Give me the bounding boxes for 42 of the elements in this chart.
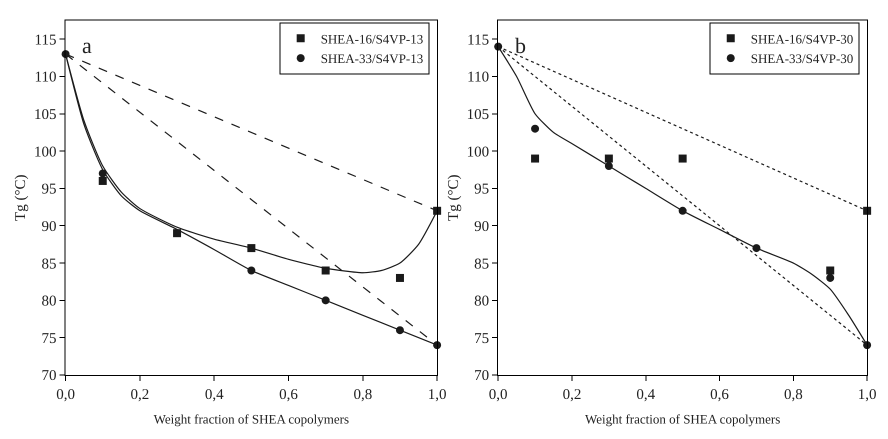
y-tick-label: 90 [42, 218, 56, 235]
x-tick-label: 0,8 [353, 387, 372, 404]
y-tick-label: 85 [42, 256, 56, 272]
legend-label: SHEA-33/S4VP-13 [320, 51, 424, 66]
x-axis-title: Weight fraction of SHEA copolymers [584, 412, 780, 427]
legend-label: SHEA-16/S4VP-30 [750, 31, 854, 46]
y-tick-label: 115 [467, 32, 490, 48]
x-tick-label: 0,4 [636, 387, 656, 404]
y-tick-label: 100 [466, 144, 490, 160]
y-axis-title: Tg (°C) [13, 174, 30, 221]
x-tick-label: 0,6 [279, 387, 298, 404]
y-tick-label: 110 [467, 70, 490, 86]
annotation: b [515, 33, 526, 58]
y-tick-label: 110 [34, 70, 56, 86]
y-tick-label: 105 [34, 107, 56, 124]
y-tick-label: 100 [34, 144, 56, 160]
y-axis-title: Tg (°C) [446, 174, 462, 221]
y-tick-label: 90 [474, 218, 490, 235]
x-tick-label: 0,2 [130, 387, 150, 404]
legend-label: SHEA-33/S4VP-30 [750, 51, 854, 66]
y-tick-label: 70 [474, 368, 490, 384]
annotation: a [82, 33, 92, 58]
y-tick-label: 115 [34, 32, 56, 48]
y-tick-label: 85 [474, 256, 490, 272]
y-tick-label: 95 [474, 182, 490, 198]
x-tick-label: 0,2 [562, 387, 582, 404]
y-tick-label: 80 [474, 294, 490, 310]
x-tick-label: 0,0 [56, 387, 75, 404]
x-tick-label: 1,0 [428, 387, 446, 404]
x-tick-label: 0,4 [204, 387, 224, 404]
x-axis-title: Weight fraction of SHEA copolymers [154, 412, 350, 427]
y-tick-label: 75 [42, 330, 56, 347]
x-tick-label: 0,6 [710, 387, 730, 404]
x-tick-label: 0,0 [488, 387, 508, 404]
x-tick-label: 0,8 [784, 387, 803, 404]
y-tick-label: 95 [42, 182, 56, 198]
y-tick-label: 75 [474, 330, 490, 347]
y-tick-label: 105 [466, 107, 490, 124]
x-tick-label: 1,0 [858, 387, 876, 404]
y-tick-label: 70 [42, 368, 56, 384]
y-tick-label: 80 [42, 294, 56, 310]
legend-label: SHEA-16/S4VP-13 [320, 31, 424, 46]
